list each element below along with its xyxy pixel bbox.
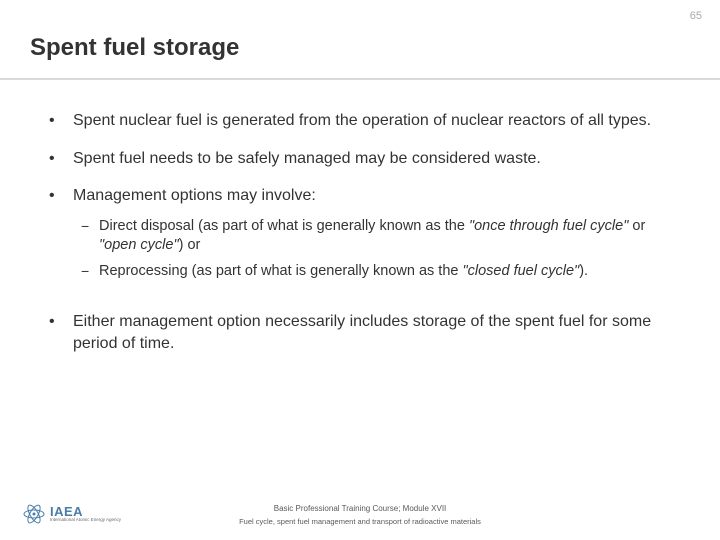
footer-line-1: Basic Professional Training Course; Modu… bbox=[0, 504, 720, 513]
sub-bullet-text: Direct disposal (as part of what is gene… bbox=[99, 218, 469, 234]
page-number: 65 bbox=[690, 10, 702, 22]
spacer bbox=[45, 297, 685, 311]
sub-bullet-item: Direct disposal (as part of what is gene… bbox=[73, 217, 685, 256]
content-area: Spent nuclear fuel is generated from the… bbox=[45, 110, 685, 371]
italic-text: "open cycle" bbox=[99, 237, 179, 253]
sub-bullet-list: Direct disposal (as part of what is gene… bbox=[73, 217, 685, 282]
bullet-text: Spent fuel needs to be safely managed ma… bbox=[73, 150, 541, 167]
italic-text: "once through fuel cycle" bbox=[469, 218, 628, 234]
bullet-list: Spent nuclear fuel is generated from the… bbox=[45, 110, 685, 281]
bullet-item: Spent fuel needs to be safely managed ma… bbox=[45, 148, 685, 170]
bullet-text: Spent nuclear fuel is generated from the… bbox=[73, 112, 651, 129]
bullet-text: Either management option necessarily inc… bbox=[73, 313, 651, 352]
footer-line-2: Fuel cycle, spent fuel management and tr… bbox=[0, 517, 720, 526]
sub-bullet-text: ) or bbox=[179, 237, 201, 253]
slide-title: Spent fuel storage bbox=[30, 34, 690, 62]
sub-bullet-text: Reprocessing (as part of what is general… bbox=[99, 263, 463, 279]
sub-bullet-item: Reprocessing (as part of what is general… bbox=[73, 262, 685, 282]
sub-bullet-text: ). bbox=[579, 263, 588, 279]
bullet-item: Management options may involve: Direct d… bbox=[45, 185, 685, 281]
bullet-list: Either management option necessarily inc… bbox=[45, 311, 685, 354]
footer: Basic Professional Training Course; Modu… bbox=[0, 504, 720, 526]
slide: 65 Spent fuel storage Spent nuclear fuel… bbox=[0, 0, 720, 540]
bullet-item: Spent nuclear fuel is generated from the… bbox=[45, 110, 685, 132]
italic-text: "closed fuel cycle" bbox=[463, 263, 580, 279]
bullet-item: Either management option necessarily inc… bbox=[45, 311, 685, 354]
title-underline bbox=[0, 78, 720, 80]
bullet-text: Management options may involve: bbox=[73, 187, 316, 204]
sub-bullet-text: or bbox=[628, 218, 645, 234]
title-band: Spent fuel storage bbox=[0, 26, 720, 78]
